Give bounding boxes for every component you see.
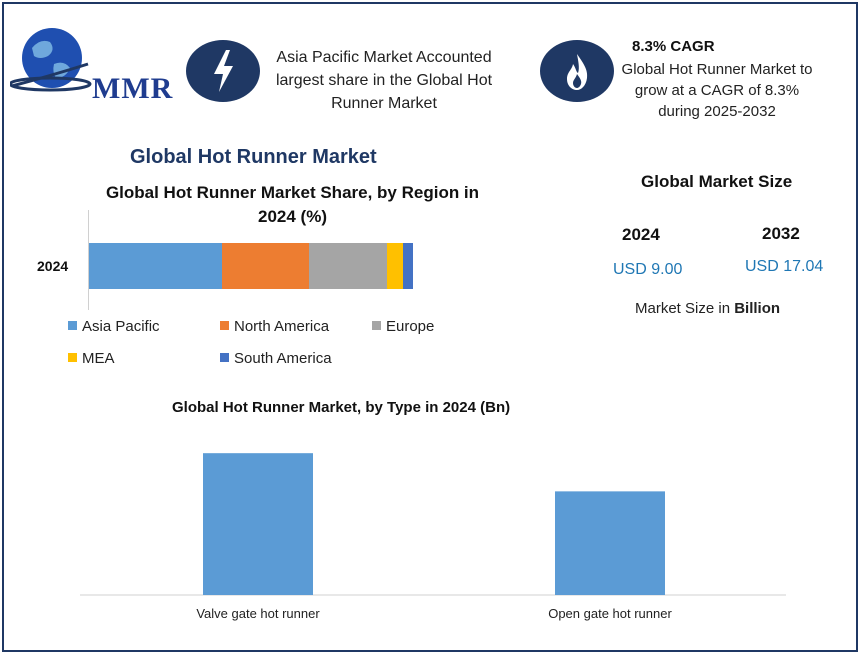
- year-2032-label: 2032: [762, 224, 800, 243]
- market-size-title: Global Market Size: [641, 172, 793, 191]
- type-category-label: Valve gate hot runner: [196, 606, 320, 621]
- type-bar: [555, 491, 665, 595]
- flame-icon: [540, 40, 614, 102]
- type-bar-chart: [80, 453, 786, 596]
- market-size-note-unit: Billion: [734, 300, 781, 317]
- legend-item-asia-pacific: Asia Pacific: [68, 318, 160, 335]
- legend-label: MEA: [82, 350, 115, 367]
- legend-swatch: [372, 321, 381, 330]
- bar-segment-asia-pacific: [89, 243, 222, 289]
- legend-label: Asia Pacific: [82, 318, 160, 335]
- bar-segment-south-america: [403, 243, 413, 289]
- legend-label: South America: [234, 350, 332, 367]
- bar-segment-mea: [386, 243, 404, 289]
- legend-item-europe: Europe: [372, 318, 434, 335]
- market-size-note-prefix: Market Size in: [635, 300, 735, 317]
- mmr-logo: MMR: [8, 20, 172, 105]
- bar-segment-europe: [309, 243, 387, 289]
- cagr-info: Global Hot Runner Market to grow at a CA…: [621, 61, 813, 120]
- type-chart-title: Global Hot Runner Market, by Type in 202…: [172, 399, 511, 416]
- infographic-frame: [2, 2, 858, 652]
- main-title: Global Hot Runner Market: [130, 146, 377, 168]
- lightning-bolt-icon: [186, 40, 260, 102]
- legend-item-south-america: South America: [220, 350, 332, 367]
- value-2024: USD 9.00: [613, 261, 683, 278]
- region-chart-title: Global Hot Runner Market Share, by Regio…: [105, 183, 480, 226]
- asia-pacific-info: Asia Pacific Market Accounted largest sh…: [275, 49, 493, 112]
- legend-swatch: [220, 321, 229, 330]
- legend-swatch: [220, 353, 229, 362]
- cagr-title: 8.3% CAGR: [632, 38, 715, 55]
- region-chart-axis: [88, 210, 89, 310]
- globe-icon: [8, 28, 92, 92]
- legend-item-mea: MEA: [68, 350, 115, 367]
- market-size-note: Market Size in Billion: [635, 300, 780, 317]
- region-chart-category-label: 2024: [37, 258, 69, 274]
- legend-label: Europe: [386, 318, 435, 335]
- type-category-label: Open gate hot runner: [548, 606, 672, 621]
- bar-segment-north-america: [221, 243, 310, 289]
- value-2032: USD 17.04: [745, 258, 824, 275]
- legend-swatch: [68, 353, 77, 362]
- type-bar: [203, 453, 313, 595]
- legend-item-north-america: North America: [220, 318, 329, 335]
- logo-text: MMR: [92, 72, 174, 105]
- legend-swatch: [68, 321, 77, 330]
- legend-label: North America: [234, 318, 330, 335]
- year-2024-label: 2024: [622, 225, 660, 244]
